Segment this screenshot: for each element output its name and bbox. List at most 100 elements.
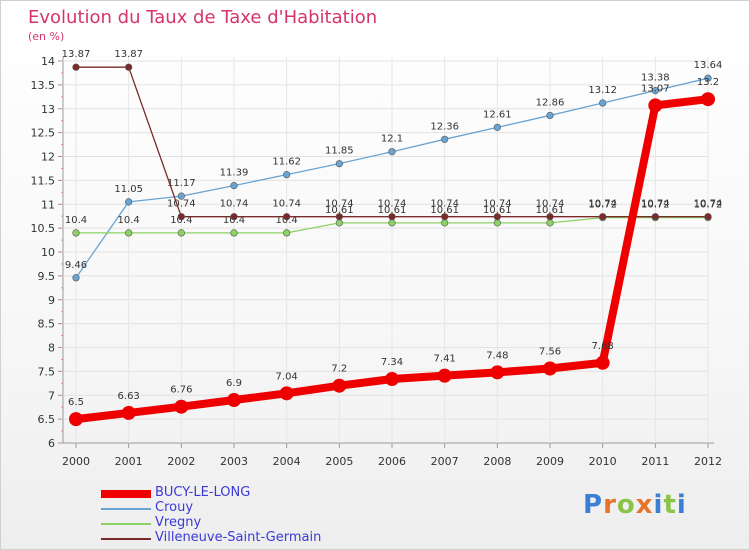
y-tick-label: 6 [48, 437, 55, 450]
data-point [546, 111, 554, 120]
data-label: 10.4 [223, 215, 245, 226]
data-label: 10.74 [325, 199, 354, 210]
data-point [72, 229, 80, 237]
legend-label: Vregny [155, 515, 202, 530]
data-point [332, 378, 347, 393]
data-label: 12.36 [430, 121, 459, 132]
data-label: 10.74 [641, 199, 670, 210]
data-label: 9.46 [65, 260, 87, 271]
x-tick-label: 2004 [273, 455, 301, 468]
y-tick-label: 9 [48, 294, 55, 307]
data-label: 10.4 [118, 215, 140, 226]
x-tick-label: 2012 [694, 455, 722, 468]
legend-label: Villeneuve-Saint-Germain [155, 530, 322, 545]
legend-swatch [101, 523, 151, 525]
data-label: 10.74 [167, 199, 196, 210]
data-label: 10.74 [483, 199, 512, 210]
data-point [441, 213, 449, 221]
data-point [72, 63, 80, 71]
data-label: 11.62 [272, 157, 301, 168]
proxiti-logo: Proxiti [583, 490, 687, 520]
data-label: 7.2 [331, 364, 347, 375]
data-label: 13.12 [588, 85, 617, 96]
data-point [125, 229, 133, 237]
legend-item: Crouy [101, 500, 401, 516]
data-point [227, 393, 241, 408]
data-label: 12.61 [483, 109, 512, 120]
data-point [174, 399, 189, 414]
legend-swatch [101, 538, 151, 540]
data-label: 11.05 [114, 184, 143, 195]
x-tick-label: 2001 [115, 455, 143, 468]
data-label: 13.38 [641, 73, 670, 84]
data-label: 11.85 [325, 146, 354, 157]
data-label: 13.2 [697, 77, 719, 88]
x-tick-label: 2008 [483, 455, 511, 468]
data-label: 13.64 [694, 60, 723, 71]
data-label: 7.41 [434, 354, 456, 365]
x-tick-label: 2011 [641, 455, 669, 468]
data-label: 10.4 [170, 215, 192, 226]
data-point [177, 192, 185, 200]
data-point [599, 99, 607, 107]
y-tick-label: 7.5 [38, 365, 56, 378]
legend-label: BUCY-LE-LONG [155, 485, 251, 500]
data-point [335, 219, 343, 227]
data-point [335, 213, 343, 221]
data-label: 10.72 [588, 200, 617, 211]
data-label: 6.5 [68, 397, 84, 408]
data-point [546, 213, 554, 221]
chart-title: Evolution du Taux de Taxe d'Habitation [28, 7, 378, 28]
data-label: 7.56 [539, 347, 561, 358]
data-point [230, 182, 238, 190]
data-point [230, 229, 238, 237]
data-point [595, 355, 610, 370]
data-point [651, 213, 659, 221]
x-tick-label: 2005 [325, 455, 353, 468]
y-tick-label: 11.5 [31, 174, 56, 187]
logo-letter: P [583, 490, 604, 520]
data-point [177, 229, 185, 237]
data-point [279, 386, 294, 401]
x-tick-label: 2002 [167, 455, 195, 468]
data-point [648, 98, 663, 113]
data-label: 11.39 [220, 168, 249, 179]
data-point [441, 135, 449, 143]
data-point [388, 219, 396, 227]
y-tick-label: 9.5 [38, 270, 56, 283]
chart-unit: (en %) [28, 30, 65, 43]
legend-swatch [101, 490, 151, 498]
legend-item: Villeneuve-Saint-Germain [101, 530, 401, 546]
data-label: 10.74 [272, 199, 301, 210]
data-point [177, 213, 185, 221]
data-label: 12.86 [536, 97, 565, 108]
data-label: 10.61 [536, 205, 565, 216]
x-tick-label: 2007 [431, 455, 459, 468]
legend-item: Vregny [101, 515, 401, 531]
y-tick-label: 12 [41, 151, 55, 164]
y-tick-label: 12.5 [31, 127, 56, 140]
logo-letter: i [653, 490, 664, 520]
data-label: 10.74 [378, 199, 407, 210]
x-tick-label: 2003 [220, 455, 248, 468]
y-tick-label: 13.5 [31, 79, 56, 92]
y-tick-label: 8 [48, 342, 55, 355]
data-point [599, 213, 607, 221]
data-point [125, 63, 133, 71]
y-tick-label: 8.5 [38, 318, 56, 331]
data-point [441, 219, 449, 227]
data-label: 10.4 [65, 215, 87, 226]
data-point [388, 148, 396, 156]
data-label: 7.48 [486, 350, 508, 361]
logo-letter: t [663, 490, 677, 520]
x-tick-label: 2010 [589, 455, 617, 468]
x-tick-label: 2009 [536, 455, 564, 468]
data-point [125, 198, 133, 206]
data-point [701, 92, 715, 107]
y-tick-label: 10 [41, 246, 55, 259]
data-point [493, 219, 501, 227]
data-label: 10.74 [588, 199, 617, 210]
y-tick-label: 14 [41, 55, 55, 68]
data-label: 13.87 [62, 49, 91, 60]
